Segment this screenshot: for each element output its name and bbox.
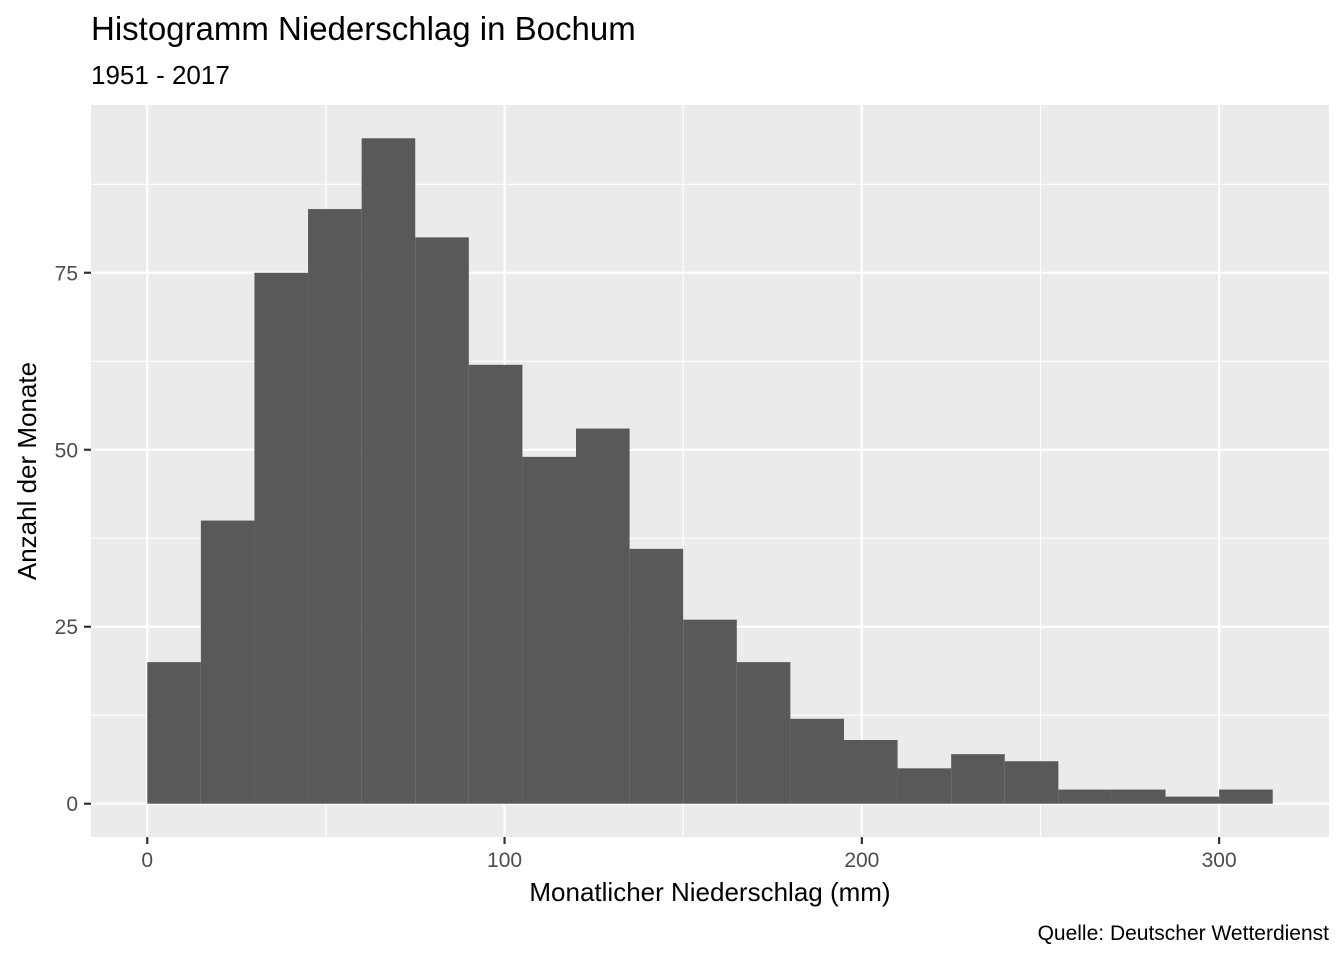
y-axis-label: Anzahl der Monate xyxy=(12,362,42,580)
x-tick-label: 100 xyxy=(487,849,522,872)
histogram-bar xyxy=(1219,789,1273,804)
x-tick-label: 300 xyxy=(1202,849,1237,872)
histogram-bar xyxy=(843,740,898,804)
histogram-bar xyxy=(736,662,791,804)
histogram-bar xyxy=(1058,789,1112,804)
histogram-bar xyxy=(1111,789,1166,804)
histogram-bar xyxy=(147,662,201,804)
y-tick-label: 50 xyxy=(55,439,78,462)
histogram-bar xyxy=(200,520,255,804)
y-axis: 0 25 50 75 xyxy=(55,262,91,816)
histogram-bars xyxy=(147,138,1273,804)
chart-caption: Quelle: Deutscher Wetterdienst xyxy=(1038,922,1330,945)
x-axis: 0 100 200 300 xyxy=(141,837,1237,872)
histogram-bar xyxy=(361,138,416,804)
histogram-bar xyxy=(1004,761,1059,804)
x-tick-label: 0 xyxy=(141,849,153,872)
histogram-bar xyxy=(254,272,309,804)
histogram-bar xyxy=(308,209,362,804)
chart-subtitle: 1951 - 2017 xyxy=(91,60,230,90)
histogram-bar xyxy=(1165,796,1220,804)
histogram-bar xyxy=(576,428,630,804)
x-axis-label: Monatlicher Niederschlag (mm) xyxy=(529,877,890,907)
histogram-bar xyxy=(629,548,684,804)
histogram-bar xyxy=(897,768,952,804)
histogram-bar xyxy=(415,237,469,804)
x-tick-label: 200 xyxy=(844,849,879,872)
y-tick-label: 25 xyxy=(55,616,78,639)
histogram-bar xyxy=(683,619,737,804)
histogram-bar xyxy=(468,364,523,804)
y-tick-label: 0 xyxy=(66,793,78,816)
histogram-bar xyxy=(522,456,577,804)
histogram-bar xyxy=(951,754,1005,804)
chart-title: Histogramm Niederschlag in Bochum xyxy=(91,10,636,47)
y-tick-label: 75 xyxy=(55,262,78,285)
histogram-bar xyxy=(790,718,844,804)
